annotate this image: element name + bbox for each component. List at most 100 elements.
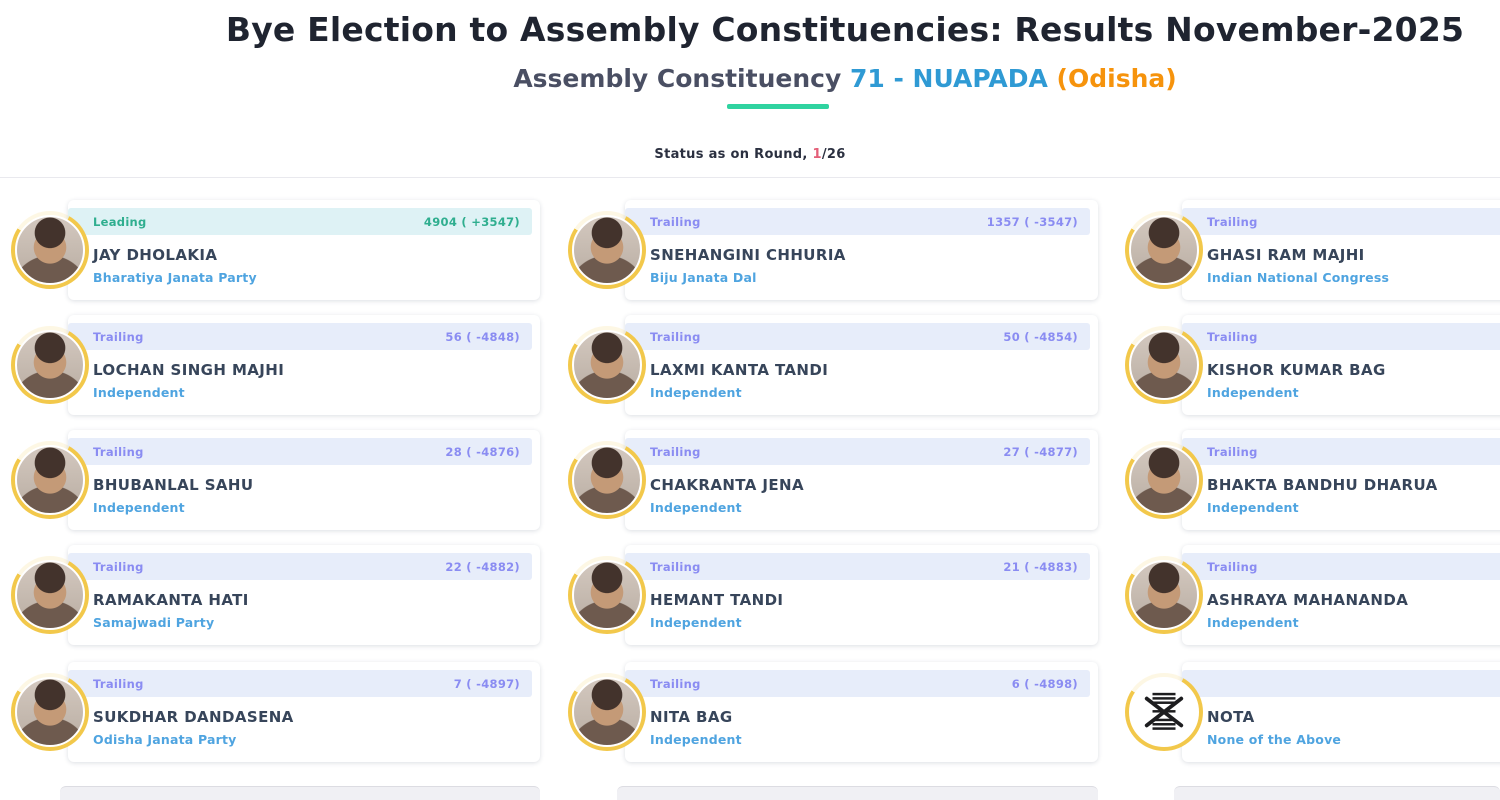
- candidate-photo: [572, 215, 642, 285]
- candidate-name: NITA BAG: [650, 708, 733, 726]
- status-badge: Trailing: [650, 329, 701, 344]
- party-name: Independent: [1207, 615, 1299, 630]
- constituency-name[interactable]: NUAPADA: [912, 64, 1048, 93]
- candidate-card: Trailing 50 ( -4854) LAXMI KANTA TANDI I…: [565, 315, 1098, 415]
- status-strip: Trailing: [1182, 438, 1500, 465]
- candidate-name: JAY DHOLAKIA: [93, 246, 218, 264]
- vote-count: 22 ( -4882): [445, 559, 520, 574]
- photo-ring: [1125, 556, 1203, 634]
- vote-count: 56 ( -4848): [445, 329, 520, 344]
- status-line: Status as on Round, 1/26: [0, 147, 1500, 162]
- party-name: Independent: [650, 500, 742, 515]
- status-strip: Trailing 7 ( -4897): [68, 670, 532, 697]
- photo-ring: [568, 326, 646, 404]
- candidate-photo: [15, 677, 85, 747]
- candidate-photo: [15, 330, 85, 400]
- candidate-card: Trailing GHASI RAM MAJHI Indian National…: [1122, 200, 1500, 300]
- status-strip: Trailing 56 ( -4848): [68, 323, 532, 350]
- constituency-subtitle: Assembly Constituency 71 - NUAPADA (Odis…: [0, 64, 1500, 93]
- status-prefix: Status as on Round,: [654, 147, 813, 162]
- party-name: Independent: [93, 385, 185, 400]
- party-name: Independent: [93, 500, 185, 515]
- header-divider: [0, 177, 1500, 178]
- photo-ring: [1125, 211, 1203, 289]
- status-badge: Trailing: [650, 444, 701, 459]
- candidate-name: CHAKRANTA JENA: [650, 476, 804, 494]
- status-badge: Trailing: [93, 444, 144, 459]
- status-strip: Trailing 28 ( -4876): [68, 438, 532, 465]
- status-strip: Trailing: [1182, 208, 1500, 235]
- state-name: (Odisha): [1056, 64, 1177, 93]
- party-name: Indian National Congress: [1207, 270, 1390, 285]
- candidate-card: Trailing ASHRAYA MAHANANDA Independent: [1122, 545, 1500, 645]
- status-badge: Trailing: [1207, 559, 1258, 574]
- candidate-card: Trailing 56 ( -4848) LOCHAN SINGH MAJHI …: [8, 315, 540, 415]
- status-badge: Trailing: [650, 559, 701, 574]
- party-name: Samajwadi Party: [93, 615, 215, 630]
- status-strip: Trailing 22 ( -4882): [68, 553, 532, 580]
- candidate-name: SUKDHAR DANDASENA: [93, 708, 294, 726]
- vote-count: 27 ( -4877): [1003, 444, 1078, 459]
- candidate-name: HEMANT TANDI: [650, 591, 784, 609]
- photo-ring: [1125, 673, 1203, 751]
- status-strip: Trailing 50 ( -4854): [625, 323, 1090, 350]
- photo-ring: [11, 441, 89, 519]
- candidate-name: BHAKTA BANDHU DHARUA: [1207, 476, 1438, 494]
- photo-ring: [11, 326, 89, 404]
- photo-ring: [11, 211, 89, 289]
- status-badge: Trailing: [93, 676, 144, 691]
- status-strip: Trailing 1357 ( -3547): [625, 208, 1090, 235]
- candidate-card: Trailing 28 ( -4876) BHUBANLAL SAHU Inde…: [8, 430, 540, 530]
- status-badge: Trailing: [1207, 214, 1258, 229]
- photo-ring: [1125, 441, 1203, 519]
- vote-count: 4904 ( +3547): [423, 214, 520, 229]
- candidate-photo: [1129, 215, 1199, 285]
- round-current: 1: [812, 147, 822, 162]
- vote-count: 28 ( -4876): [445, 444, 520, 459]
- candidate-name: ASHRAYA MAHANANDA: [1207, 591, 1409, 609]
- nota-icon: [1144, 692, 1184, 730]
- party-name: Biju Janata Dal: [650, 270, 757, 285]
- party-name: Independent: [650, 732, 742, 747]
- status-strip: Trailing 6 ( -4898): [625, 670, 1090, 697]
- status-strip: Leading 4904 ( +3547): [68, 208, 532, 235]
- candidate-card: Trailing 7 ( -4897) SUKDHAR DANDASENA Od…: [8, 662, 540, 762]
- candidate-card: Trailing 21 ( -4883) HEMANT TANDI Indepe…: [565, 545, 1098, 645]
- next-row-card-edge: [617, 786, 1098, 800]
- candidate-photo: [572, 560, 642, 630]
- status-strip: Trailing: [1182, 323, 1500, 350]
- status-badge: Trailing: [1207, 444, 1258, 459]
- candidate-name: RAMAKANTA HATI: [93, 591, 249, 609]
- vote-count: 6 ( -4898): [1011, 676, 1078, 691]
- constituency-number[interactable]: 71: [849, 64, 885, 93]
- party-name: Independent: [1207, 385, 1299, 400]
- party-name: None of the Above: [1207, 732, 1342, 747]
- candidate-card: Leading 4904 ( +3547) JAY DHOLAKIA Bhara…: [8, 200, 540, 300]
- candidate-name: SNEHANGINI CHHURIA: [650, 246, 846, 264]
- vote-count: 50 ( -4854): [1003, 329, 1078, 344]
- party-name: Independent: [1207, 500, 1299, 515]
- next-row-card-edge: [60, 786, 540, 800]
- candidate-name: LAXMI KANTA TANDI: [650, 361, 829, 379]
- party-name: Odisha Janata Party: [93, 732, 237, 747]
- candidate-photo: [15, 215, 85, 285]
- constituency-underline: [727, 104, 829, 109]
- status-strip: Trailing: [1182, 553, 1500, 580]
- candidate-card: NOTA None of the Above: [1122, 662, 1500, 762]
- status-strip: [1182, 670, 1500, 697]
- candidate-name: BHUBANLAL SAHU: [93, 476, 254, 494]
- page-title: Bye Election to Assembly Constituencies:…: [225, 10, 1465, 49]
- photo-ring: [568, 673, 646, 751]
- photo-ring: [568, 556, 646, 634]
- party-name: Independent: [650, 385, 742, 400]
- subtitle-separator: -: [884, 64, 913, 93]
- vote-count: 21 ( -4883): [1003, 559, 1078, 574]
- candidate-photo: [15, 445, 85, 515]
- status-badge: Trailing: [93, 329, 144, 344]
- candidate-photo: [572, 330, 642, 400]
- candidate-name: LOCHAN SINGH MAJHI: [93, 361, 285, 379]
- party-name: Bharatiya Janata Party: [93, 270, 257, 285]
- vote-count: 7 ( -4897): [453, 676, 520, 691]
- round-total: /26: [821, 147, 846, 162]
